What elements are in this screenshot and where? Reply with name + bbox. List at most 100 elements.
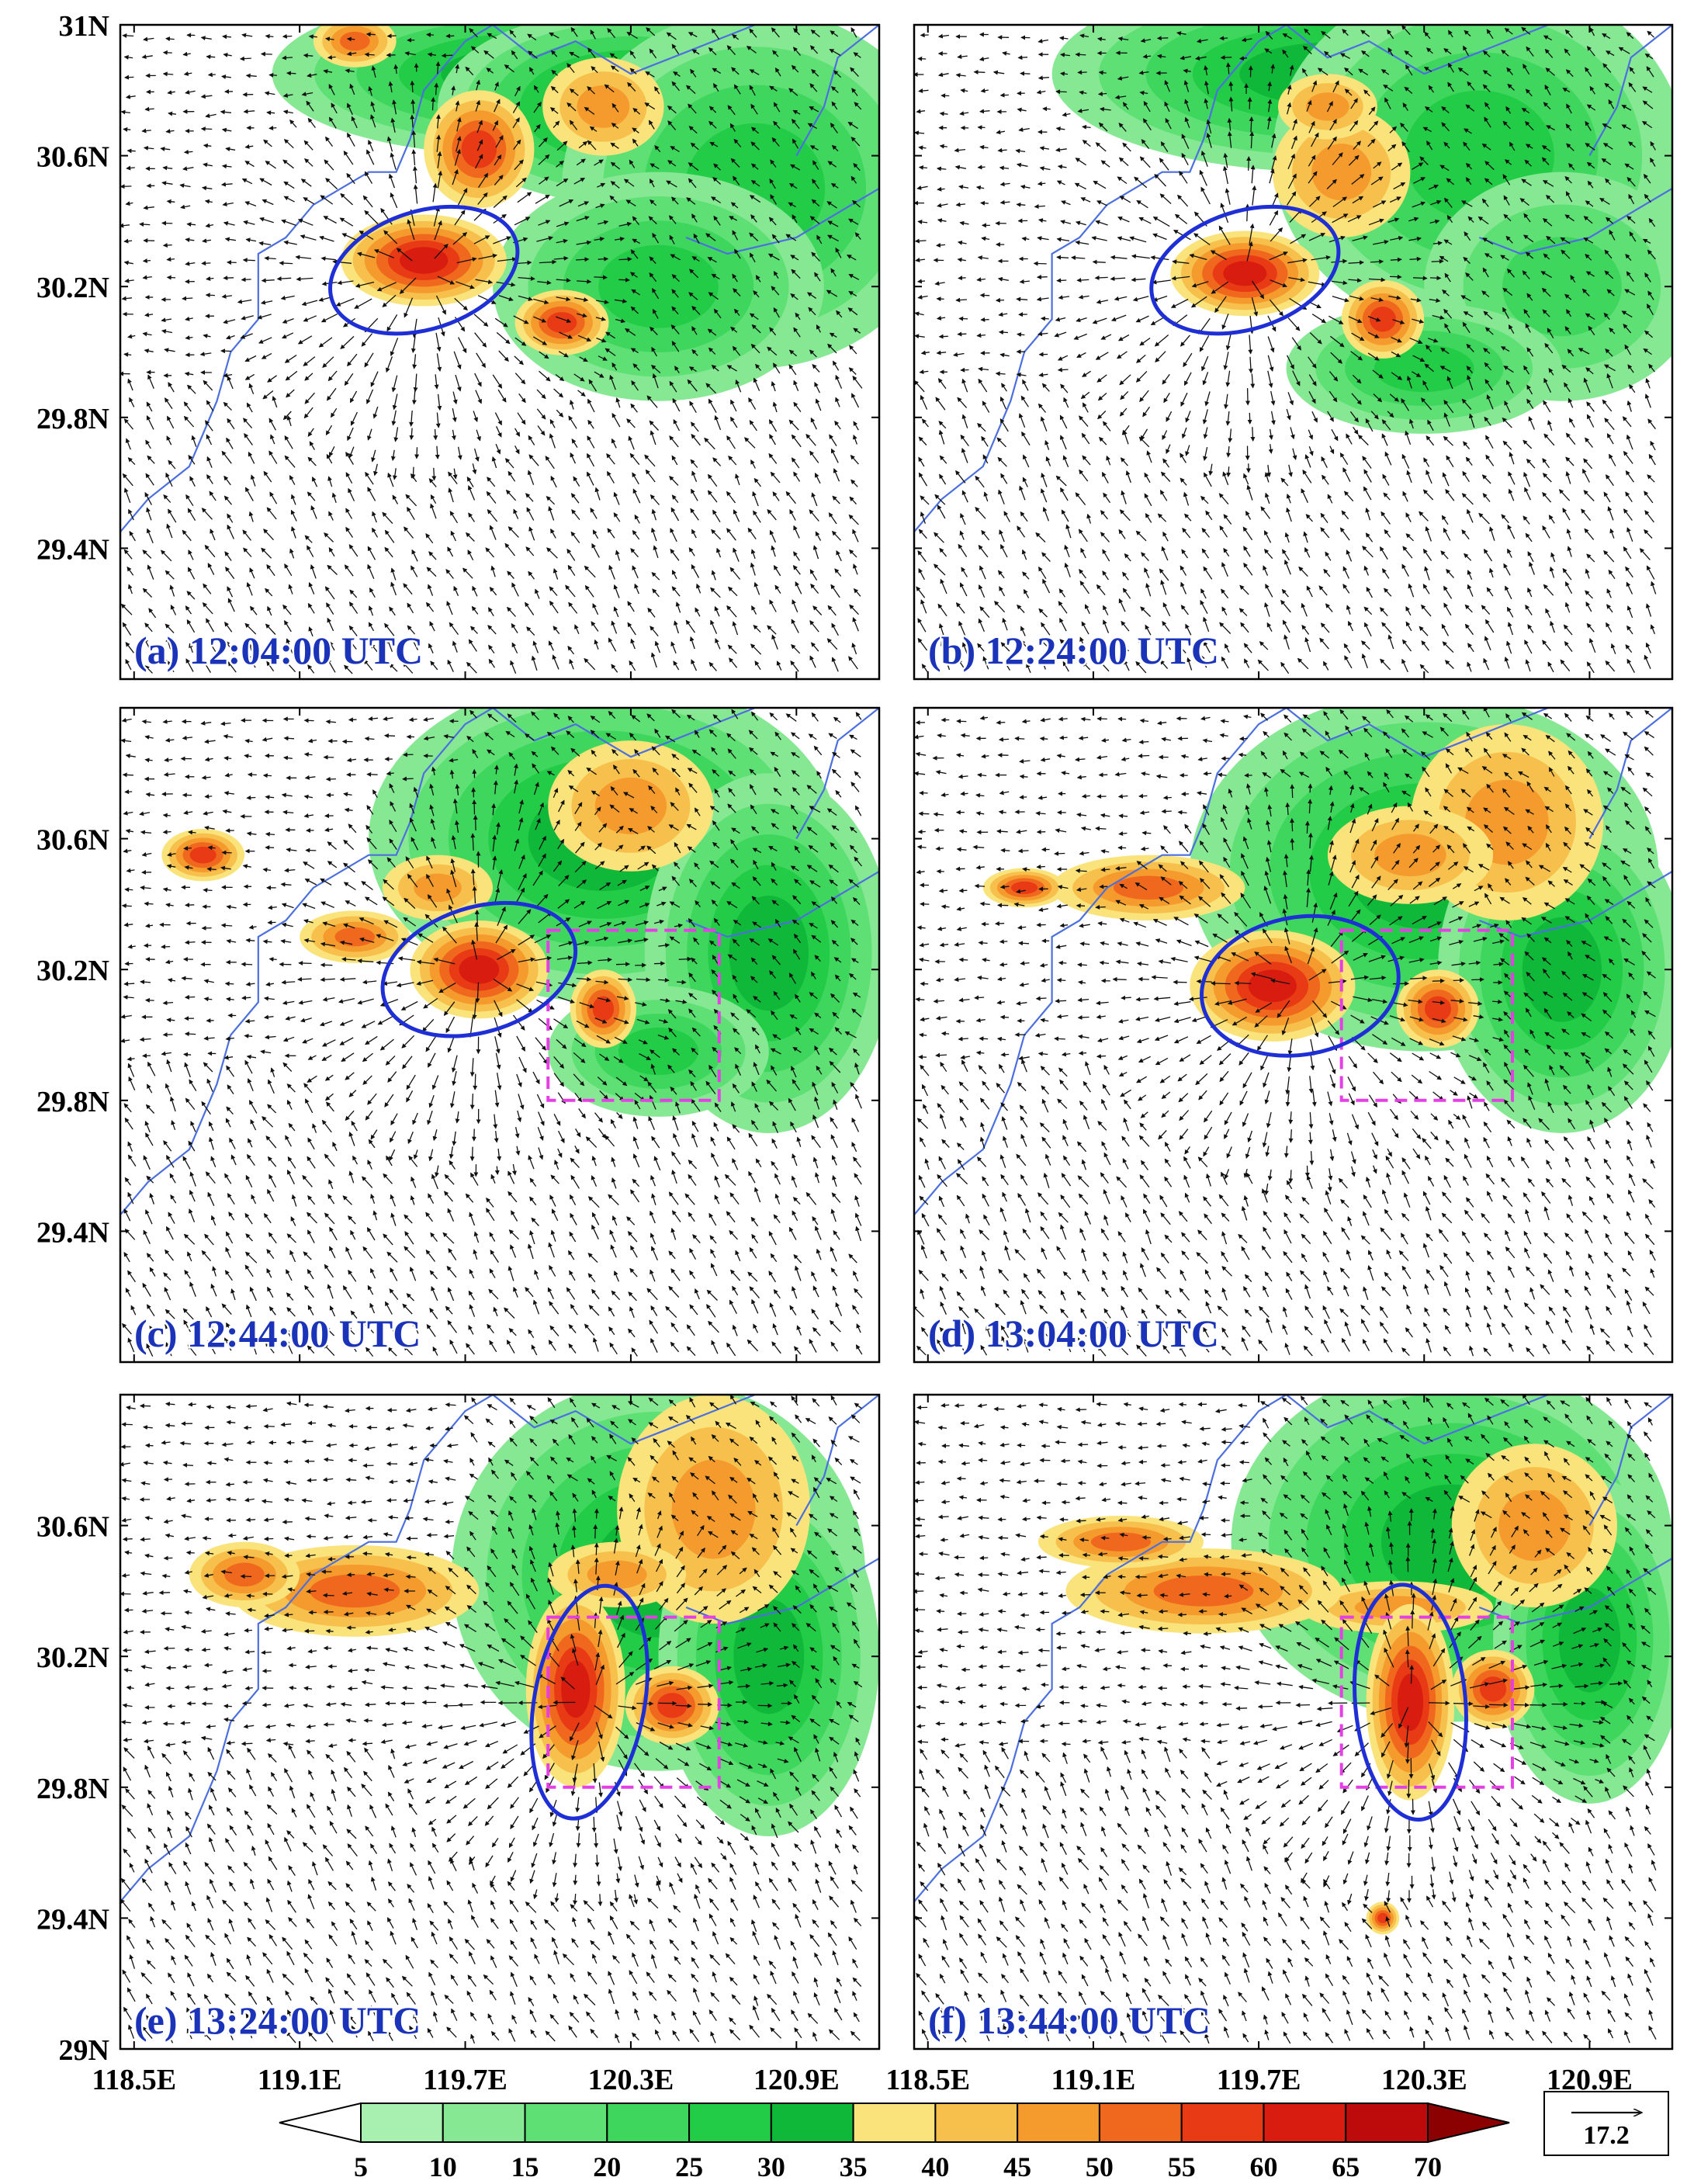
wind-vector bbox=[1020, 71, 1031, 76]
wind-vector bbox=[995, 297, 1005, 303]
wind-vector bbox=[260, 51, 272, 57]
wind-vector bbox=[265, 831, 275, 837]
wind-vector bbox=[956, 719, 967, 724]
wind-vector bbox=[979, 293, 990, 298]
wind-vector bbox=[473, 1073, 478, 1090]
wind-vector bbox=[1055, 998, 1067, 1004]
wind-vector bbox=[1389, 274, 1402, 279]
wind-vector bbox=[975, 1050, 985, 1056]
reflectivity-cell bbox=[729, 895, 809, 1011]
wind-vector bbox=[977, 165, 986, 170]
wind-vector bbox=[960, 791, 968, 796]
panel-a: (a) 12:04:00 UTC bbox=[119, 23, 881, 681]
wind-vector bbox=[246, 795, 256, 800]
wind-vector bbox=[431, 467, 437, 481]
wind-vector bbox=[185, 903, 195, 908]
reflectivity-cell bbox=[1306, 92, 1349, 121]
wind-vector bbox=[161, 220, 173, 226]
wind-vector bbox=[1014, 736, 1025, 741]
wind-vector bbox=[1412, 276, 1428, 281]
wind-vector bbox=[365, 32, 376, 37]
wind-vector bbox=[1290, 837, 1295, 851]
wind-vector bbox=[262, 773, 272, 778]
wind-vector bbox=[1054, 1036, 1065, 1042]
panel-label: (c) 12:44:00 UTC bbox=[134, 1312, 421, 1355]
wind-vector bbox=[244, 1033, 253, 1038]
wind-vector bbox=[221, 850, 232, 855]
reflectivity-cell bbox=[1113, 875, 1184, 900]
wind-vector bbox=[1056, 977, 1066, 983]
reflectivity-cell bbox=[1011, 881, 1038, 894]
reflectivity-cell bbox=[189, 846, 217, 864]
wind-vector bbox=[124, 75, 134, 80]
reflectivity-cell bbox=[1374, 834, 1446, 877]
wind-vector bbox=[618, 256, 632, 262]
reflectivity-cell bbox=[459, 955, 500, 984]
wind-vector bbox=[1247, 96, 1252, 109]
wind-vector bbox=[1036, 864, 1045, 869]
wind-vector bbox=[410, 80, 415, 93]
wind-vector bbox=[166, 275, 176, 280]
wind-vector bbox=[917, 56, 927, 61]
wind-vector bbox=[916, 279, 926, 284]
wind-vector bbox=[241, 995, 251, 1000]
wind-vector bbox=[598, 256, 609, 262]
wind-vector bbox=[1058, 960, 1067, 965]
wind-vector bbox=[973, 69, 986, 75]
wind-vector bbox=[120, 184, 132, 189]
wind-vector bbox=[200, 127, 213, 132]
wind-vector bbox=[241, 277, 251, 283]
wind-vector bbox=[224, 981, 234, 986]
wind-vector bbox=[426, 32, 435, 37]
wind-vector bbox=[402, 776, 414, 782]
wind-vector bbox=[123, 127, 131, 132]
wind-vector bbox=[678, 956, 692, 962]
reflectivity-cell bbox=[1369, 307, 1397, 332]
wind-vector bbox=[162, 813, 171, 818]
wind-vector bbox=[183, 846, 192, 851]
wind-vector bbox=[239, 56, 251, 61]
wind-vector bbox=[123, 981, 135, 986]
wind-vector bbox=[327, 54, 336, 60]
reflectivity-cell bbox=[546, 312, 577, 334]
wind-vector bbox=[223, 756, 232, 761]
wind-vector bbox=[958, 276, 966, 281]
wind-vector bbox=[402, 752, 414, 757]
wind-vector bbox=[1471, 977, 1484, 983]
wind-vector bbox=[279, 261, 293, 266]
wind-vector bbox=[938, 334, 948, 339]
wind-vector bbox=[162, 50, 172, 55]
wind-vector bbox=[162, 242, 172, 248]
wind-vector bbox=[144, 901, 154, 907]
wind-vector bbox=[1097, 91, 1107, 96]
wind-vector bbox=[1096, 1053, 1107, 1059]
wind-vector bbox=[267, 920, 276, 925]
wind-vector bbox=[474, 909, 480, 927]
panel-b: (b) 12:24:00 UTC bbox=[913, 23, 1674, 681]
wind-vector bbox=[268, 957, 277, 962]
wind-vector bbox=[1247, 412, 1252, 425]
wind-vector bbox=[1094, 275, 1108, 280]
wind-vector bbox=[268, 125, 277, 130]
wind-vector bbox=[1033, 261, 1047, 266]
wind-vector bbox=[998, 330, 1009, 335]
wind-vector bbox=[142, 258, 151, 263]
reflectivity-cell bbox=[598, 244, 719, 328]
wind-vector bbox=[977, 125, 986, 130]
wind-vector bbox=[1095, 826, 1107, 831]
wind-vector bbox=[935, 1052, 947, 1058]
wind-vector bbox=[282, 33, 293, 39]
wind-vector bbox=[298, 960, 312, 965]
wind-vector bbox=[594, 275, 608, 280]
wind-vector bbox=[1392, 981, 1410, 986]
wind-vector bbox=[1040, 316, 1049, 321]
panel-label: (b) 12:24:00 UTC bbox=[928, 629, 1219, 672]
wind-vector bbox=[1249, 116, 1254, 133]
wind-vector bbox=[1054, 851, 1065, 856]
wind-vector bbox=[1036, 275, 1048, 280]
wind-vector bbox=[1308, 783, 1313, 793]
wind-vector bbox=[1076, 278, 1089, 283]
wind-vector bbox=[615, 962, 631, 967]
wind-vector bbox=[204, 794, 213, 799]
wind-vector bbox=[941, 1031, 950, 1036]
